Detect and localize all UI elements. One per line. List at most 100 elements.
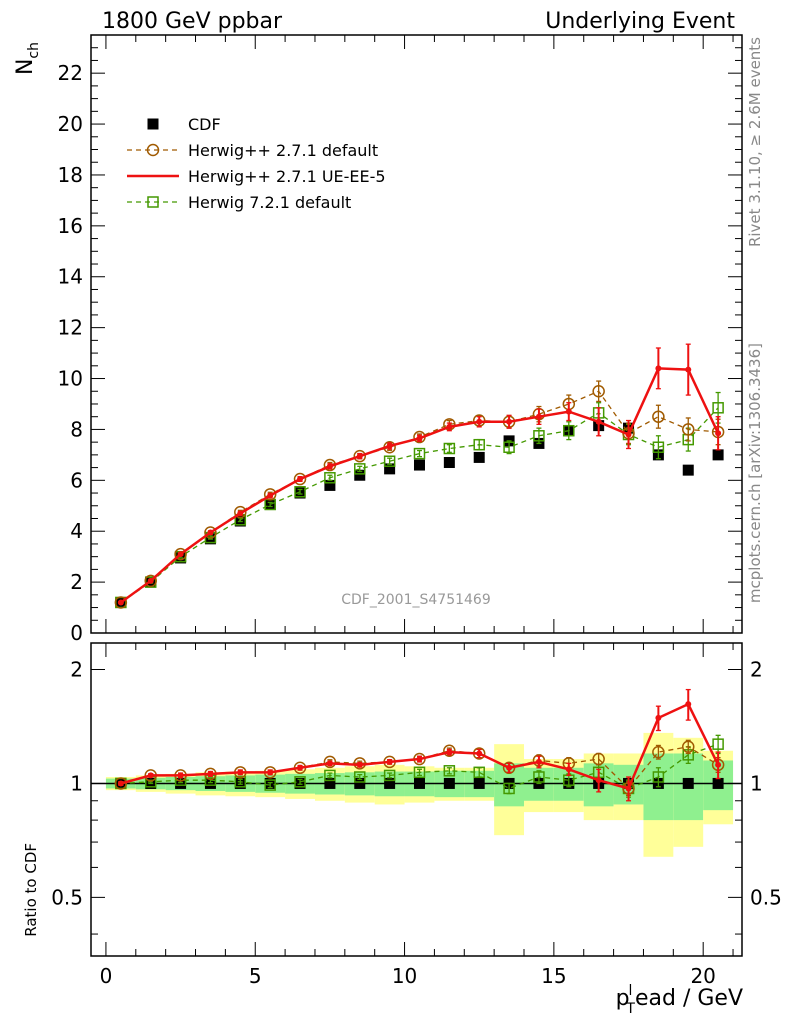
- mc-point: [476, 418, 483, 425]
- mc-point: [715, 430, 722, 437]
- data-point: [413, 777, 425, 789]
- mc-point: [356, 453, 363, 460]
- mc-point: [386, 442, 393, 449]
- data-point: [682, 777, 694, 789]
- mc-point: [237, 769, 244, 776]
- y-tick-label: 4: [70, 519, 83, 543]
- mc-point: [174, 547, 187, 561]
- mc-point: [652, 771, 665, 783]
- data-point: [175, 777, 187, 789]
- x-tick-label: 20: [690, 964, 715, 988]
- mc-point: [386, 758, 393, 765]
- header-left: 1800 GeV ppbar: [102, 9, 283, 34]
- mc-point: [625, 785, 632, 792]
- legend-label: CDF: [188, 115, 221, 134]
- y-tick-label: 0: [70, 621, 83, 645]
- mc-point: [535, 413, 542, 420]
- xlabel-sub: T: [625, 1001, 635, 1017]
- mc-point: [144, 574, 157, 588]
- x-tick-label: 10: [392, 964, 417, 988]
- mc-point: [234, 776, 247, 788]
- mc-point: [413, 766, 426, 779]
- legend-label: Herwig++ 2.7.1 UE-EE-5: [188, 167, 386, 186]
- mc-point: [263, 488, 277, 501]
- y-tick-label: 20: [58, 112, 83, 136]
- mc-point: [565, 408, 572, 415]
- y-tick-label: 14: [58, 265, 83, 289]
- main-frame: [90, 34, 743, 634]
- header-right: Underlying Event: [545, 9, 735, 34]
- mc-point: [503, 782, 515, 795]
- mc-point: [114, 596, 128, 609]
- mc-point: [353, 449, 367, 463]
- mc-point: [685, 366, 692, 373]
- mc-point: [147, 196, 159, 208]
- mc-point: [652, 441, 665, 453]
- mc-point: [413, 447, 426, 460]
- mc-point: [473, 766, 485, 779]
- mc-point: [535, 758, 542, 765]
- data-point: [473, 451, 485, 463]
- y-tick-label: 1: [70, 771, 83, 795]
- y-tick-label: 12: [58, 316, 83, 340]
- xlabel-sup: l: [629, 983, 633, 999]
- mc-point: [506, 764, 513, 771]
- data-point: [473, 777, 485, 789]
- mc-point: [267, 492, 274, 499]
- mc-point: [533, 771, 545, 783]
- mc-point: [207, 770, 214, 777]
- y-tick-label-right: 0.5: [750, 885, 782, 909]
- ratio-axes: 0 5 10 15 20 0.5 0.5 1 1 2 2: [51, 643, 782, 988]
- data-point: [712, 449, 724, 461]
- mc-point: [356, 761, 363, 768]
- mc-point: [503, 441, 515, 453]
- data-point: [384, 463, 396, 475]
- mc-point: [506, 418, 513, 425]
- mc-point: [204, 526, 217, 539]
- y-tick-label: 6: [70, 468, 83, 492]
- main-axes: 0 2 4 6 8 10 12 14 16 18 20 22: [58, 35, 742, 645]
- mc-point: [565, 766, 572, 773]
- mc-point: [237, 510, 244, 517]
- mc-point: [712, 402, 724, 414]
- mc-point: [207, 529, 214, 536]
- data-point: [147, 118, 159, 130]
- mc-point: [681, 740, 695, 754]
- ratio-frame: [90, 642, 743, 957]
- legend-label: Herwig++ 2.7.1 default: [188, 141, 378, 160]
- xlabel-rest: ead / GeV: [635, 986, 743, 1011]
- mc-point: [294, 776, 306, 788]
- mc-point: [625, 431, 632, 438]
- x-tick-label: 5: [249, 964, 262, 988]
- mc-point: [114, 777, 128, 790]
- mc-point: [267, 769, 274, 776]
- mcplots-label: mcplots.cern.ch [arXiv:1306.3436]: [746, 343, 764, 603]
- mc-point: [146, 143, 160, 157]
- rivet-label: Rivet 3.1.10, ≥ 2.6M events: [746, 37, 764, 247]
- mc-point: [655, 365, 662, 372]
- ratio-panel: 0 5 10 15 20 0.5 0.5 1 1 2 2 Ratio to CDF pl Tead /…: [22, 642, 782, 1017]
- main-layers: [114, 343, 725, 609]
- mc-point: [443, 442, 456, 455]
- x-tick-label: 15: [541, 964, 566, 988]
- mc-point: [446, 423, 453, 430]
- y-tick-label: 18: [58, 163, 83, 187]
- mc-point: [383, 769, 396, 782]
- data-point: [443, 777, 455, 789]
- legend-item-herwigpp_default: Herwig++ 2.7.1 default: [127, 141, 378, 160]
- mc-point: [652, 745, 665, 759]
- mc-point: [326, 760, 333, 767]
- data-point: [354, 777, 366, 789]
- mc-point: [595, 777, 602, 784]
- mc-point: [147, 577, 154, 584]
- ratio-layers: [91, 688, 742, 857]
- data-point: [324, 777, 336, 789]
- main-ylabel: Nch: [13, 42, 42, 75]
- mc-point: [326, 463, 333, 470]
- mc-point: [652, 410, 665, 423]
- mc-point: [294, 486, 306, 498]
- ratio-ylabel: Ratio to CDF: [22, 843, 40, 937]
- data-point: [443, 457, 455, 469]
- mc-point: [324, 769, 336, 782]
- watermark: CDF_2001_S4751469: [341, 592, 490, 608]
